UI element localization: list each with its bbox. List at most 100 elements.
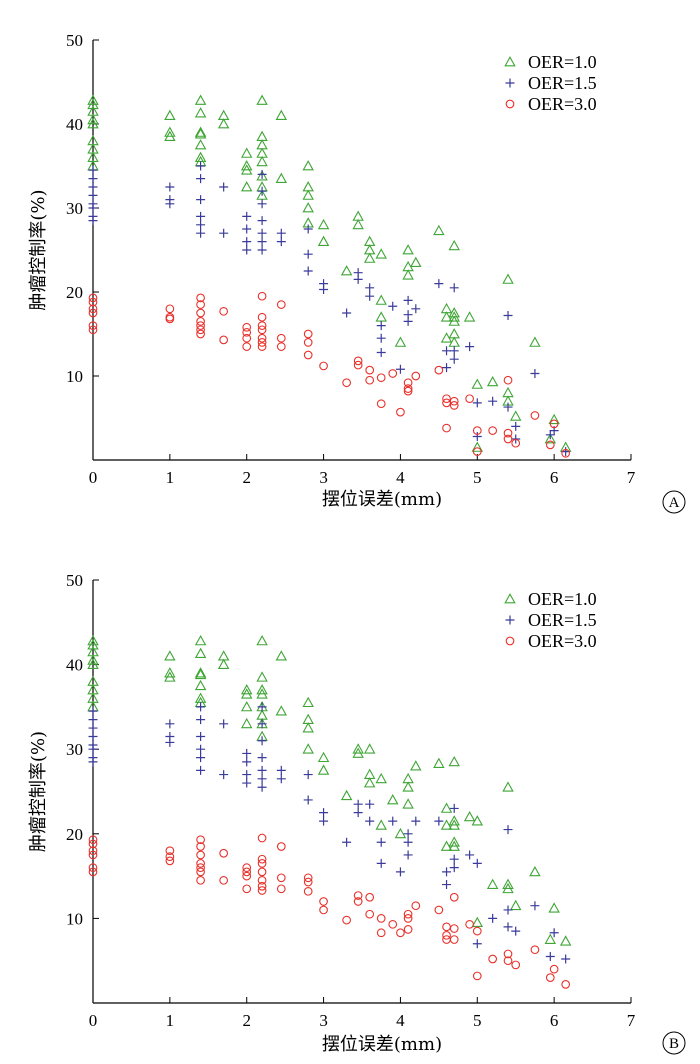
- data-point: [196, 174, 206, 184]
- data-point: [194, 128, 207, 139]
- data-point: [194, 151, 207, 162]
- panel-tag-label: A: [669, 495, 680, 511]
- data-point: [395, 867, 405, 877]
- data-point: [196, 161, 206, 171]
- y-tick-label: 50: [66, 571, 83, 590]
- y-tick-label: 40: [66, 656, 83, 675]
- data-point: [503, 825, 513, 835]
- data-point: [363, 252, 376, 263]
- data-point: [488, 426, 498, 435]
- series-OER=3.0: [88, 833, 571, 989]
- data-point: [276, 884, 286, 894]
- y-axis-title: 肿瘤控制率(%): [28, 731, 49, 852]
- data-point: [242, 224, 252, 234]
- data-point: [257, 719, 267, 729]
- data-point: [449, 854, 459, 864]
- data-point: [196, 702, 206, 712]
- data-point: [219, 228, 229, 238]
- data-point: [465, 850, 475, 860]
- y-tick-label: 30: [66, 199, 83, 218]
- legend-label: OER=3.0: [528, 631, 597, 651]
- data-point: [196, 195, 206, 205]
- data-point: [196, 859, 205, 868]
- data-point: [303, 873, 313, 883]
- data-point: [196, 317, 205, 326]
- series-OER=1.5: [88, 702, 571, 964]
- data-point: [87, 639, 99, 650]
- x-tick-label: 4: [396, 468, 405, 487]
- data-point: [219, 848, 229, 858]
- data-point: [317, 764, 330, 775]
- legend-marker: [505, 636, 515, 646]
- data-point: [194, 107, 207, 118]
- data-point: [545, 430, 555, 440]
- data-point: [376, 321, 386, 331]
- data-point: [411, 901, 421, 911]
- data-point: [242, 322, 252, 332]
- data-point: [164, 126, 176, 137]
- data-point: [196, 753, 206, 763]
- x-axis-title: 摆位误差(mm): [322, 1034, 442, 1055]
- series-OER=1.0: [87, 634, 572, 946]
- data-point: [465, 394, 474, 404]
- chart-panel-B: 0 1 2 3 4 5 6 7 10 20 30 40 50 摆位误差(mm) 肿瘤控制率(%) OER=1.…: [28, 571, 686, 1055]
- data-point: [488, 396, 498, 406]
- data-point: [442, 930, 451, 940]
- data-point: [242, 863, 252, 872]
- data-point: [219, 875, 229, 885]
- data-point: [342, 308, 352, 318]
- data-point: [217, 118, 230, 129]
- data-point: [242, 778, 252, 788]
- x-tick-label: 1: [166, 1011, 175, 1030]
- data-point: [219, 770, 229, 780]
- data-point: [194, 679, 207, 691]
- data-point: [395, 364, 405, 374]
- data-point: [164, 650, 176, 661]
- data-point: [376, 858, 386, 868]
- data-point: [488, 913, 498, 923]
- data-point: [164, 130, 176, 141]
- data-point: [257, 245, 267, 255]
- data-point: [165, 856, 175, 866]
- data-point: [164, 109, 176, 120]
- data-point: [242, 211, 252, 221]
- data-point: [448, 311, 460, 322]
- data-point: [403, 384, 413, 393]
- data-point: [411, 816, 421, 826]
- data-point: [256, 189, 268, 200]
- series-OER=1.0: [87, 94, 572, 452]
- data-point: [303, 249, 313, 259]
- data-point: [448, 336, 460, 347]
- x-tick-label: 0: [89, 1011, 98, 1030]
- data-point: [242, 237, 252, 247]
- data-point: [388, 816, 398, 826]
- data-point: [319, 897, 328, 906]
- data-point: [88, 308, 98, 318]
- data-point: [365, 365, 375, 375]
- data-point: [194, 668, 207, 680]
- data-point: [402, 781, 414, 792]
- data-point: [196, 308, 205, 318]
- x-axis-title: 摆位误差(mm): [322, 489, 442, 510]
- data-point: [352, 218, 364, 230]
- data-point: [276, 842, 286, 851]
- data-point: [503, 956, 513, 966]
- data-point: [365, 283, 375, 293]
- data-point: [449, 346, 459, 356]
- data-point: [448, 315, 460, 326]
- data-point: [502, 882, 514, 894]
- data-point: [488, 954, 498, 964]
- data-point: [165, 314, 175, 324]
- data-point: [376, 399, 386, 409]
- data-point: [472, 398, 482, 408]
- data-point: [196, 835, 205, 845]
- data-point: [256, 94, 268, 105]
- data-point: [402, 244, 414, 255]
- legend-marker: [504, 593, 516, 604]
- data-point: [275, 109, 288, 120]
- data-point: [256, 688, 268, 699]
- y-tick-label: 40: [66, 115, 83, 134]
- data-point: [342, 378, 351, 388]
- data-point: [240, 684, 253, 695]
